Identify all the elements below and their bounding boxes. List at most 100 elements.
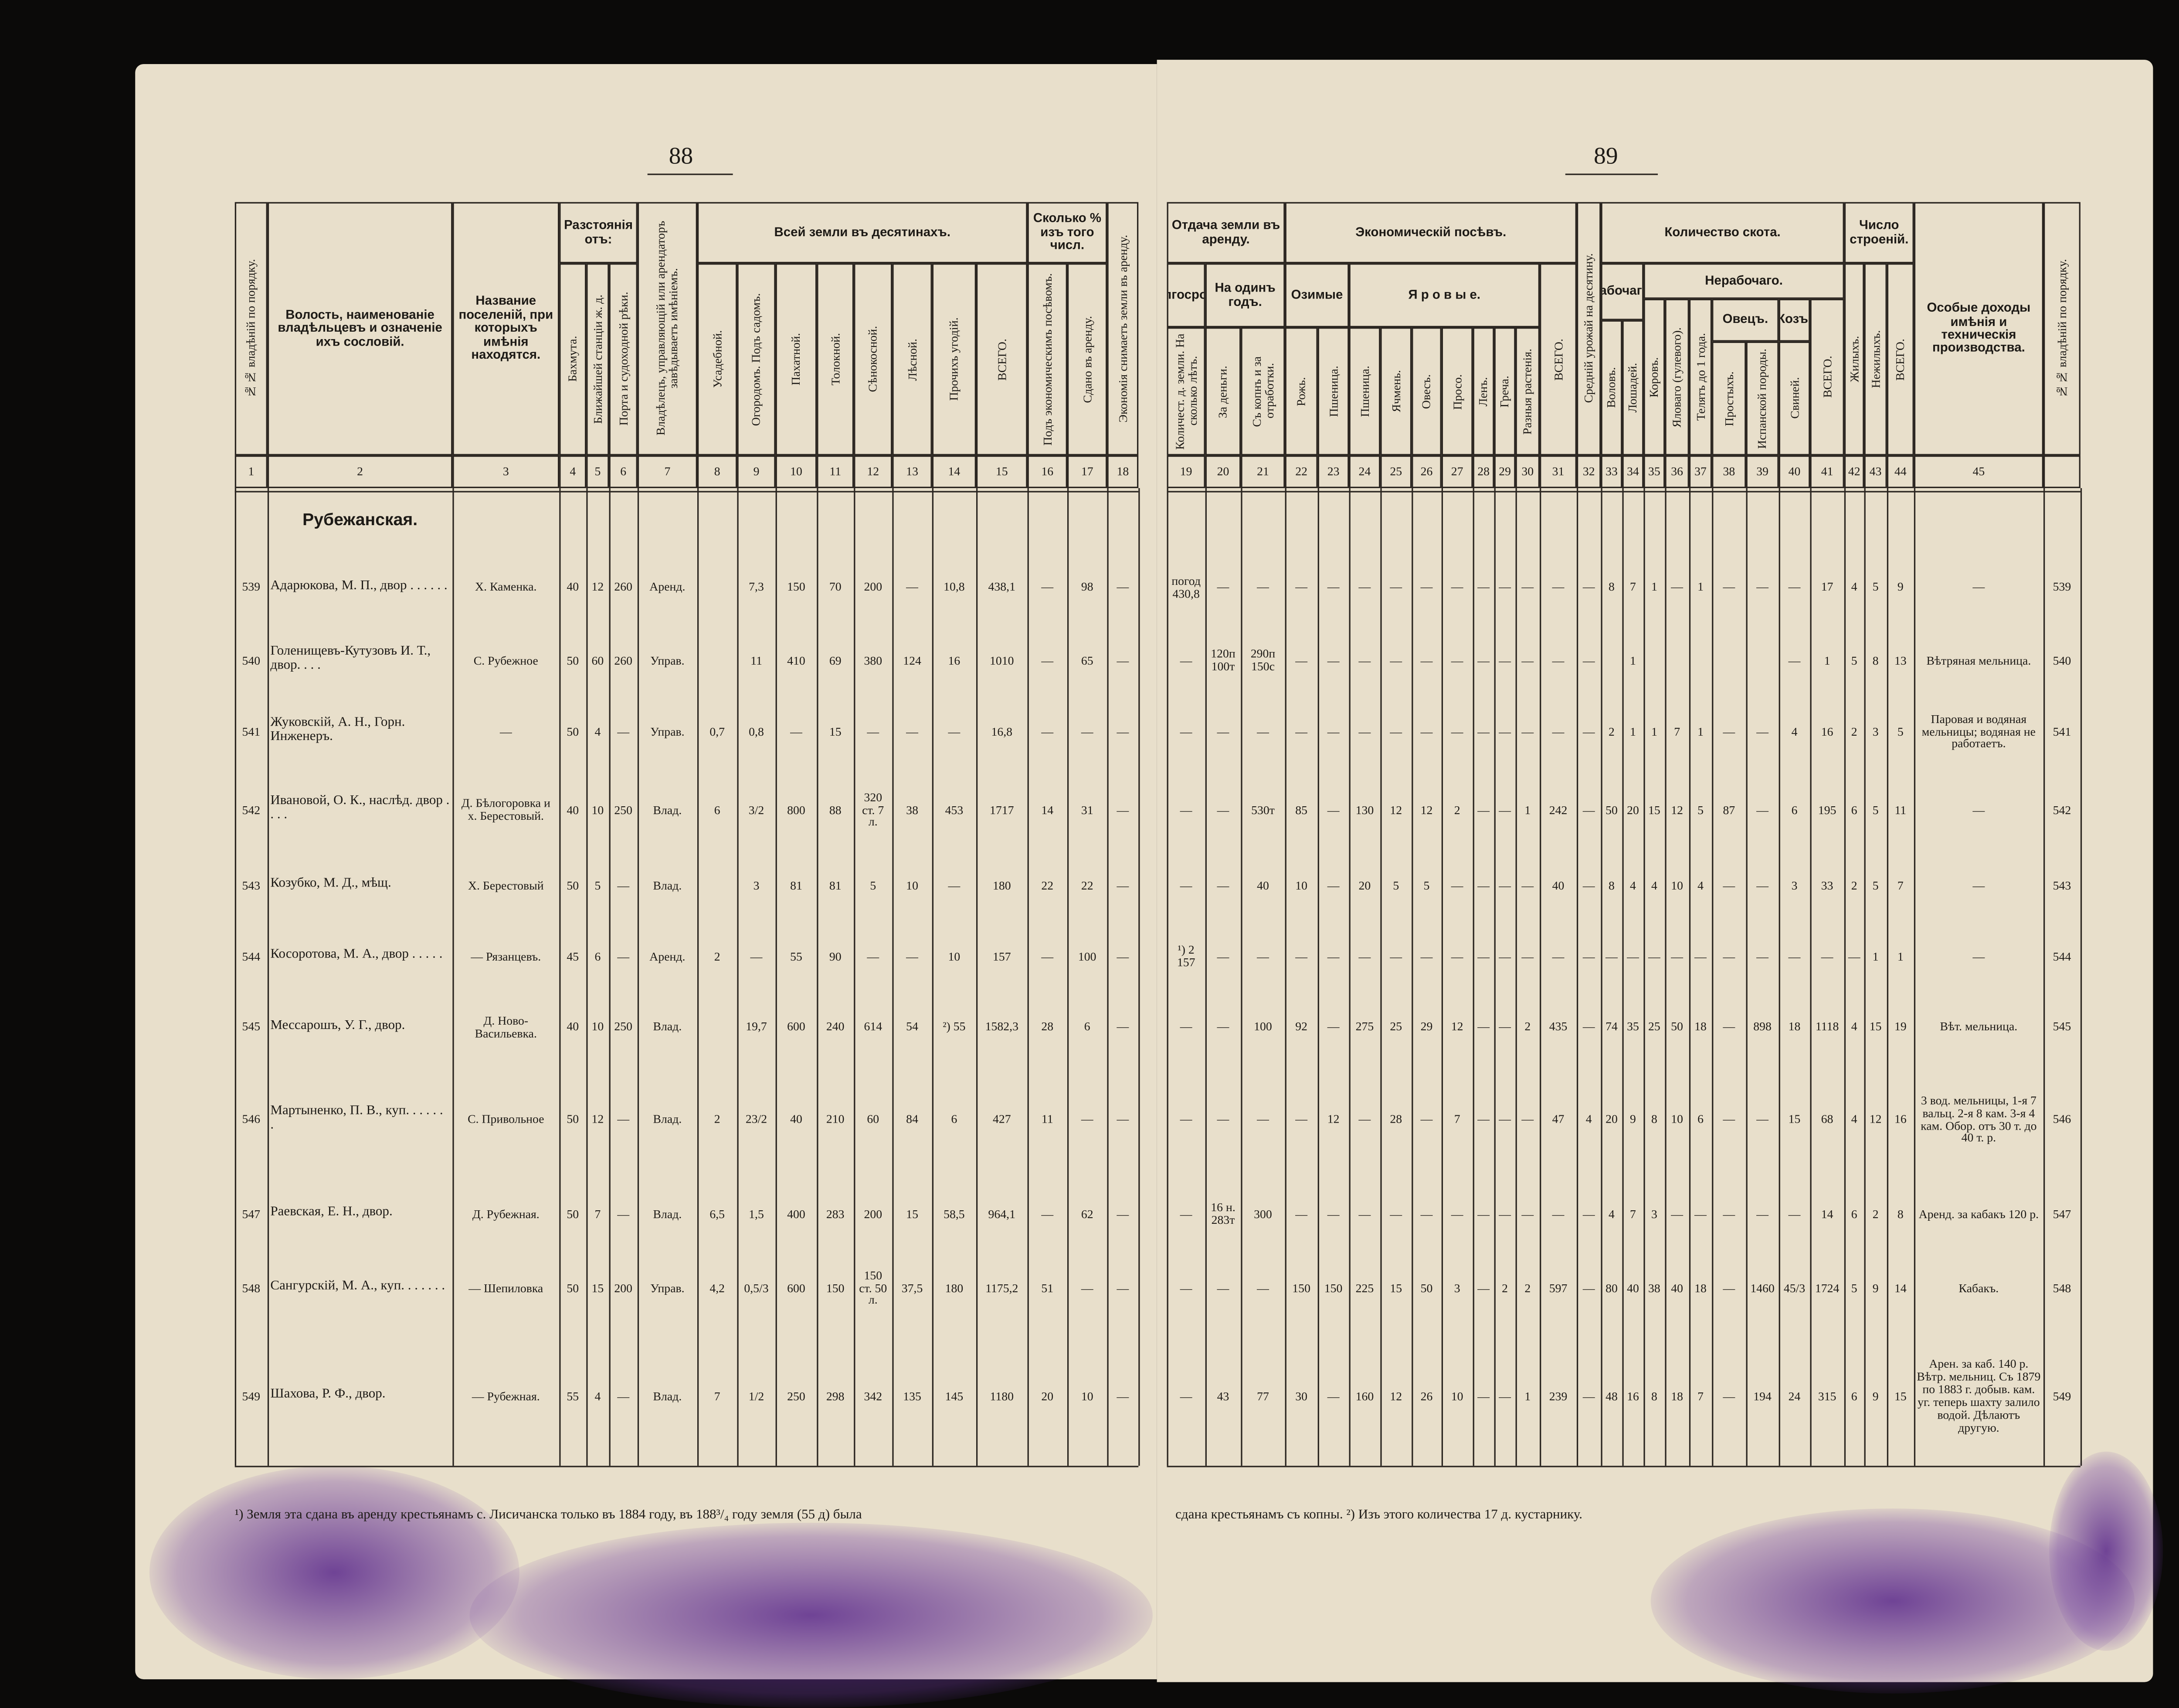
table-cell: Влад.: [653, 1019, 682, 1033]
table-cell: —: [1477, 1280, 1490, 1294]
table-cell: Раевская, Е. Н., двор.: [270, 1205, 393, 1220]
table-cell: 7: [1674, 723, 1680, 738]
table-cell: 16: [948, 652, 961, 667]
table-cell: 40: [790, 1111, 802, 1126]
table-cell: 898: [1753, 1019, 1772, 1033]
table-cell: 10: [1295, 877, 1308, 892]
table-cell: —: [1582, 1280, 1595, 1294]
table-cell: —: [1327, 579, 1340, 594]
table-cell: —: [1081, 1111, 1093, 1126]
table-cell: 23/2: [745, 1111, 767, 1126]
table-cell: —: [948, 877, 961, 892]
table-cell: —: [1499, 579, 1511, 594]
column-number-text: 8: [714, 464, 720, 479]
table-cell: —: [1477, 652, 1490, 667]
table-cell: —: [1081, 723, 1093, 738]
table-cell: Влад.: [653, 802, 682, 816]
table-cell: 298: [826, 1388, 845, 1403]
table-cell: —: [1420, 652, 1433, 667]
table-cell: —: [1477, 1388, 1490, 1403]
table-cell: 600: [787, 1019, 805, 1033]
column-title: Волость, наименованіе владѣльцевъ и озна…: [278, 307, 442, 349]
table-cell: 1010: [990, 652, 1014, 667]
table-cell: 9: [1897, 579, 1904, 594]
right-page: [1157, 60, 2153, 1682]
column-title: Разныя растенія.: [1520, 348, 1534, 435]
column-title: ВСЕГО.: [1819, 356, 1834, 398]
table-cell: 3: [753, 877, 760, 892]
table-cell: 400: [787, 1206, 805, 1221]
group-header: Количество скота.: [1601, 202, 1844, 264]
column-number-text: 14: [948, 464, 961, 479]
table-cell: 150 ст. 50 л.: [859, 1267, 887, 1307]
table-cell: 7,3: [749, 579, 764, 594]
column-header: Сѣнокосной.: [854, 263, 893, 455]
column-number: 35: [1643, 455, 1665, 489]
table-cell: 68: [1821, 1111, 1833, 1126]
table-cell: Д. Бѣлогоровка и х. Берестовый.: [461, 795, 550, 823]
table-cell: 38: [906, 802, 918, 816]
column-header: №№ владѣній по порядку.: [2043, 202, 2081, 455]
table-cell: 614: [864, 1019, 882, 1033]
column-title: За деньги.: [1215, 365, 1230, 418]
table-cell: —: [1521, 652, 1534, 667]
table-cell: —: [1117, 1388, 1129, 1403]
left-page: [135, 64, 1157, 1680]
table-cell: 18: [1694, 1019, 1707, 1033]
column-number-text: 7: [664, 464, 671, 479]
column-title: ВСЕГО.: [1550, 338, 1565, 380]
column-number: 32: [1576, 455, 1601, 489]
table-cell: —: [1327, 1388, 1340, 1403]
table-cell: 547: [2053, 1206, 2071, 1221]
table-cell: 180: [945, 1280, 964, 1294]
table-cell: 14: [1041, 802, 1054, 816]
table-cell: —: [1041, 723, 1054, 738]
table-cell: 145: [945, 1388, 964, 1403]
column-number: 27: [1441, 455, 1473, 489]
table-cell: Шахова, Р. Ф., двор.: [270, 1387, 386, 1402]
column-header: Овесъ.: [1412, 327, 1442, 455]
table-cell: —: [1477, 1206, 1490, 1221]
column-number-text: 26: [1420, 464, 1433, 479]
table-cell: 546: [242, 1111, 261, 1126]
column-number: 25: [1380, 455, 1412, 489]
table-cell: —: [1180, 1388, 1192, 1403]
column-number: 40: [1778, 455, 1810, 489]
table-cell: 4: [1851, 1019, 1857, 1033]
column-number: 1: [234, 455, 268, 489]
table-cell: 65: [1081, 652, 1093, 667]
column-header: Огородомъ. Подъ садомъ.: [737, 263, 776, 455]
column-number-text: 1: [248, 464, 255, 479]
table-cell: 3: [1791, 877, 1798, 892]
table-cell: 250: [787, 1388, 805, 1403]
table-cell: 29: [1420, 1019, 1433, 1033]
group-header: Сколько % изъ того числ.: [1027, 202, 1107, 264]
table-cell: —: [1694, 1206, 1707, 1221]
table-cell: 16: [1894, 1111, 1907, 1126]
table-cell: 2: [714, 1111, 720, 1126]
table-cell: 250: [614, 802, 633, 816]
column-number: 13: [892, 455, 932, 489]
table-cell: —: [1552, 723, 1565, 738]
table-cell: 130: [1355, 802, 1374, 816]
table-cell: —: [1217, 802, 1229, 816]
table-cell: 19,7: [746, 1019, 767, 1033]
column-title: Ленъ.: [1476, 377, 1490, 406]
column-number: 21: [1241, 455, 1285, 489]
table-cell: 69: [829, 652, 842, 667]
table-cell: —: [1420, 579, 1433, 594]
table-cell: 10: [1451, 1388, 1463, 1403]
column-number-text: 12: [867, 464, 879, 479]
table-cell: —: [1257, 1280, 1269, 1294]
table-cell: —: [1521, 948, 1534, 963]
column-header: Особые доходы имѣнія и техническія произ…: [1914, 202, 2043, 455]
table-cell: 15: [1869, 1019, 1882, 1033]
table-cell: 5: [1872, 802, 1879, 816]
column-rule: [1473, 488, 1474, 1466]
column-number: 22: [1285, 455, 1318, 489]
column-number-text: 23: [1327, 464, 1340, 479]
column-header: ВСЕГО.: [1887, 263, 1914, 455]
column-title: Ближайшей станціи ж. д.: [590, 295, 604, 424]
table-cell: —: [1217, 1280, 1229, 1294]
column-title: ВСЕГО.: [994, 338, 1008, 380]
